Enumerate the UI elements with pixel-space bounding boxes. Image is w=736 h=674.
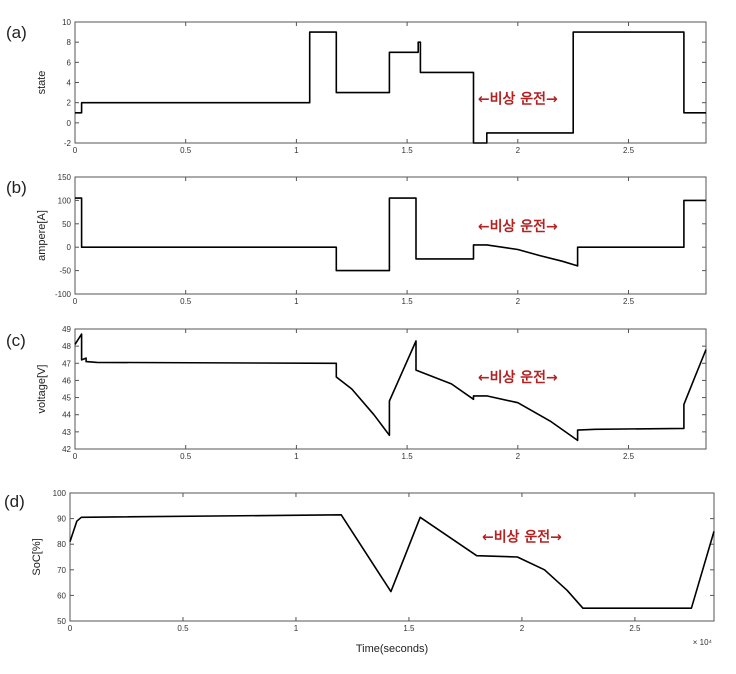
x-tick-label: 0: [73, 297, 78, 306]
y-tick-label: 90: [57, 515, 66, 524]
x-tick-label: 2: [516, 452, 521, 461]
y-tick-label: 6: [67, 58, 72, 67]
x-tick-label: 2.5: [623, 146, 635, 155]
x-tick-label: 1: [294, 297, 299, 306]
panel-label: (d): [4, 492, 25, 511]
x-axis-multiplier: × 10⁴: [693, 638, 713, 647]
annotation-label: ←비상 운전→: [478, 369, 558, 386]
x-tick-label: 2: [520, 624, 525, 633]
plot-frame: [74, 176, 707, 295]
y-axis-label: SoC[%]: [31, 538, 43, 575]
y-tick-label: 4: [67, 79, 72, 88]
y-tick-label: 10: [62, 18, 71, 27]
x-tick-label: 0.5: [180, 297, 192, 306]
series-line: [75, 197, 706, 272]
y-tick-label: 43: [62, 428, 71, 437]
plot-frame: [69, 492, 715, 622]
y-tick-label: 8: [67, 38, 72, 47]
y-tick-label: 100: [53, 489, 67, 498]
series-line: [69, 513, 715, 610]
panel-label: (b): [6, 178, 27, 197]
x-tick-label: 2: [516, 146, 521, 155]
y-tick-label: -2: [64, 139, 72, 148]
plot-frame: [74, 328, 707, 450]
y-tick-label: -100: [55, 290, 72, 299]
x-tick-label: 1: [294, 452, 299, 461]
y-axis-label: ampere[A]: [36, 210, 48, 261]
x-tick-label: 2: [516, 297, 521, 306]
x-tick-label: 1.5: [402, 146, 414, 155]
x-axis-label: Time(seconds): [356, 643, 428, 655]
y-tick-label: 0: [67, 119, 72, 128]
y-tick-label: 47: [62, 359, 71, 368]
y-tick-label: 50: [57, 617, 66, 626]
series-line: [74, 333, 707, 442]
y-tick-label: 42: [62, 445, 71, 454]
x-tick-label: 0.5: [180, 452, 192, 461]
y-tick-label: 49: [62, 325, 71, 334]
x-tick-label: 2.5: [629, 624, 641, 633]
x-tick-label: 0.5: [180, 146, 192, 155]
x-tick-label: 0: [68, 624, 73, 633]
y-tick-label: 100: [58, 196, 72, 205]
x-tick-label: 0: [73, 146, 78, 155]
y-tick-label: 60: [57, 591, 66, 600]
annotation-label: ←비상 운전→: [478, 218, 558, 235]
x-tick-label: 0: [73, 452, 78, 461]
y-tick-label: 70: [57, 566, 66, 575]
y-tick-label: -50: [59, 267, 71, 276]
x-tick-label: 2.5: [623, 452, 635, 461]
plot-frame: [74, 21, 707, 144]
y-tick-label: 46: [62, 376, 71, 385]
y-tick-label: 80: [57, 540, 66, 549]
panel-d: (d) 0 0.5 1 1.5 2 2.5 50 60 70 80 90 100 SoC[%] ←비상 운전…: [4, 489, 715, 655]
y-tick-label: 150: [58, 173, 72, 182]
x-tick-label: 2.5: [623, 297, 635, 306]
x-tick-label: 1.5: [402, 452, 414, 461]
y-axis-label: state: [36, 71, 48, 95]
x-tick-label: 1: [294, 146, 299, 155]
y-axis-label: voltage[V]: [36, 365, 48, 414]
y-tick-label: 45: [62, 394, 71, 403]
y-tick-label: 2: [67, 99, 72, 108]
y-tick-label: 0: [67, 243, 72, 252]
panel-c: (c) 0 0.5 1 1.5 2 2.5 42 43 44 45 46 47 48 49 voltage[V…: [6, 325, 707, 461]
panel-b: (b) 0 0.5 1 1.5 2 2.5 -100 -50 0 50 100 150 ampere[A]…: [6, 173, 707, 306]
x-tick-label: 0.5: [177, 624, 189, 633]
annotation-label: ←비상 운전→: [482, 529, 562, 546]
y-tick-label: 50: [62, 220, 71, 229]
y-tick-label: 48: [62, 342, 71, 351]
panel-label: (c): [6, 331, 26, 350]
y-tick-label: 44: [62, 411, 71, 420]
series-line: [75, 31, 706, 144]
panel-label: (a): [6, 23, 27, 42]
x-tick-label: 1.5: [403, 624, 415, 633]
x-tick-label: 1.5: [402, 297, 414, 306]
x-tick-label: 1: [294, 624, 299, 633]
annotation-label: ←비상 운전→: [478, 91, 558, 108]
